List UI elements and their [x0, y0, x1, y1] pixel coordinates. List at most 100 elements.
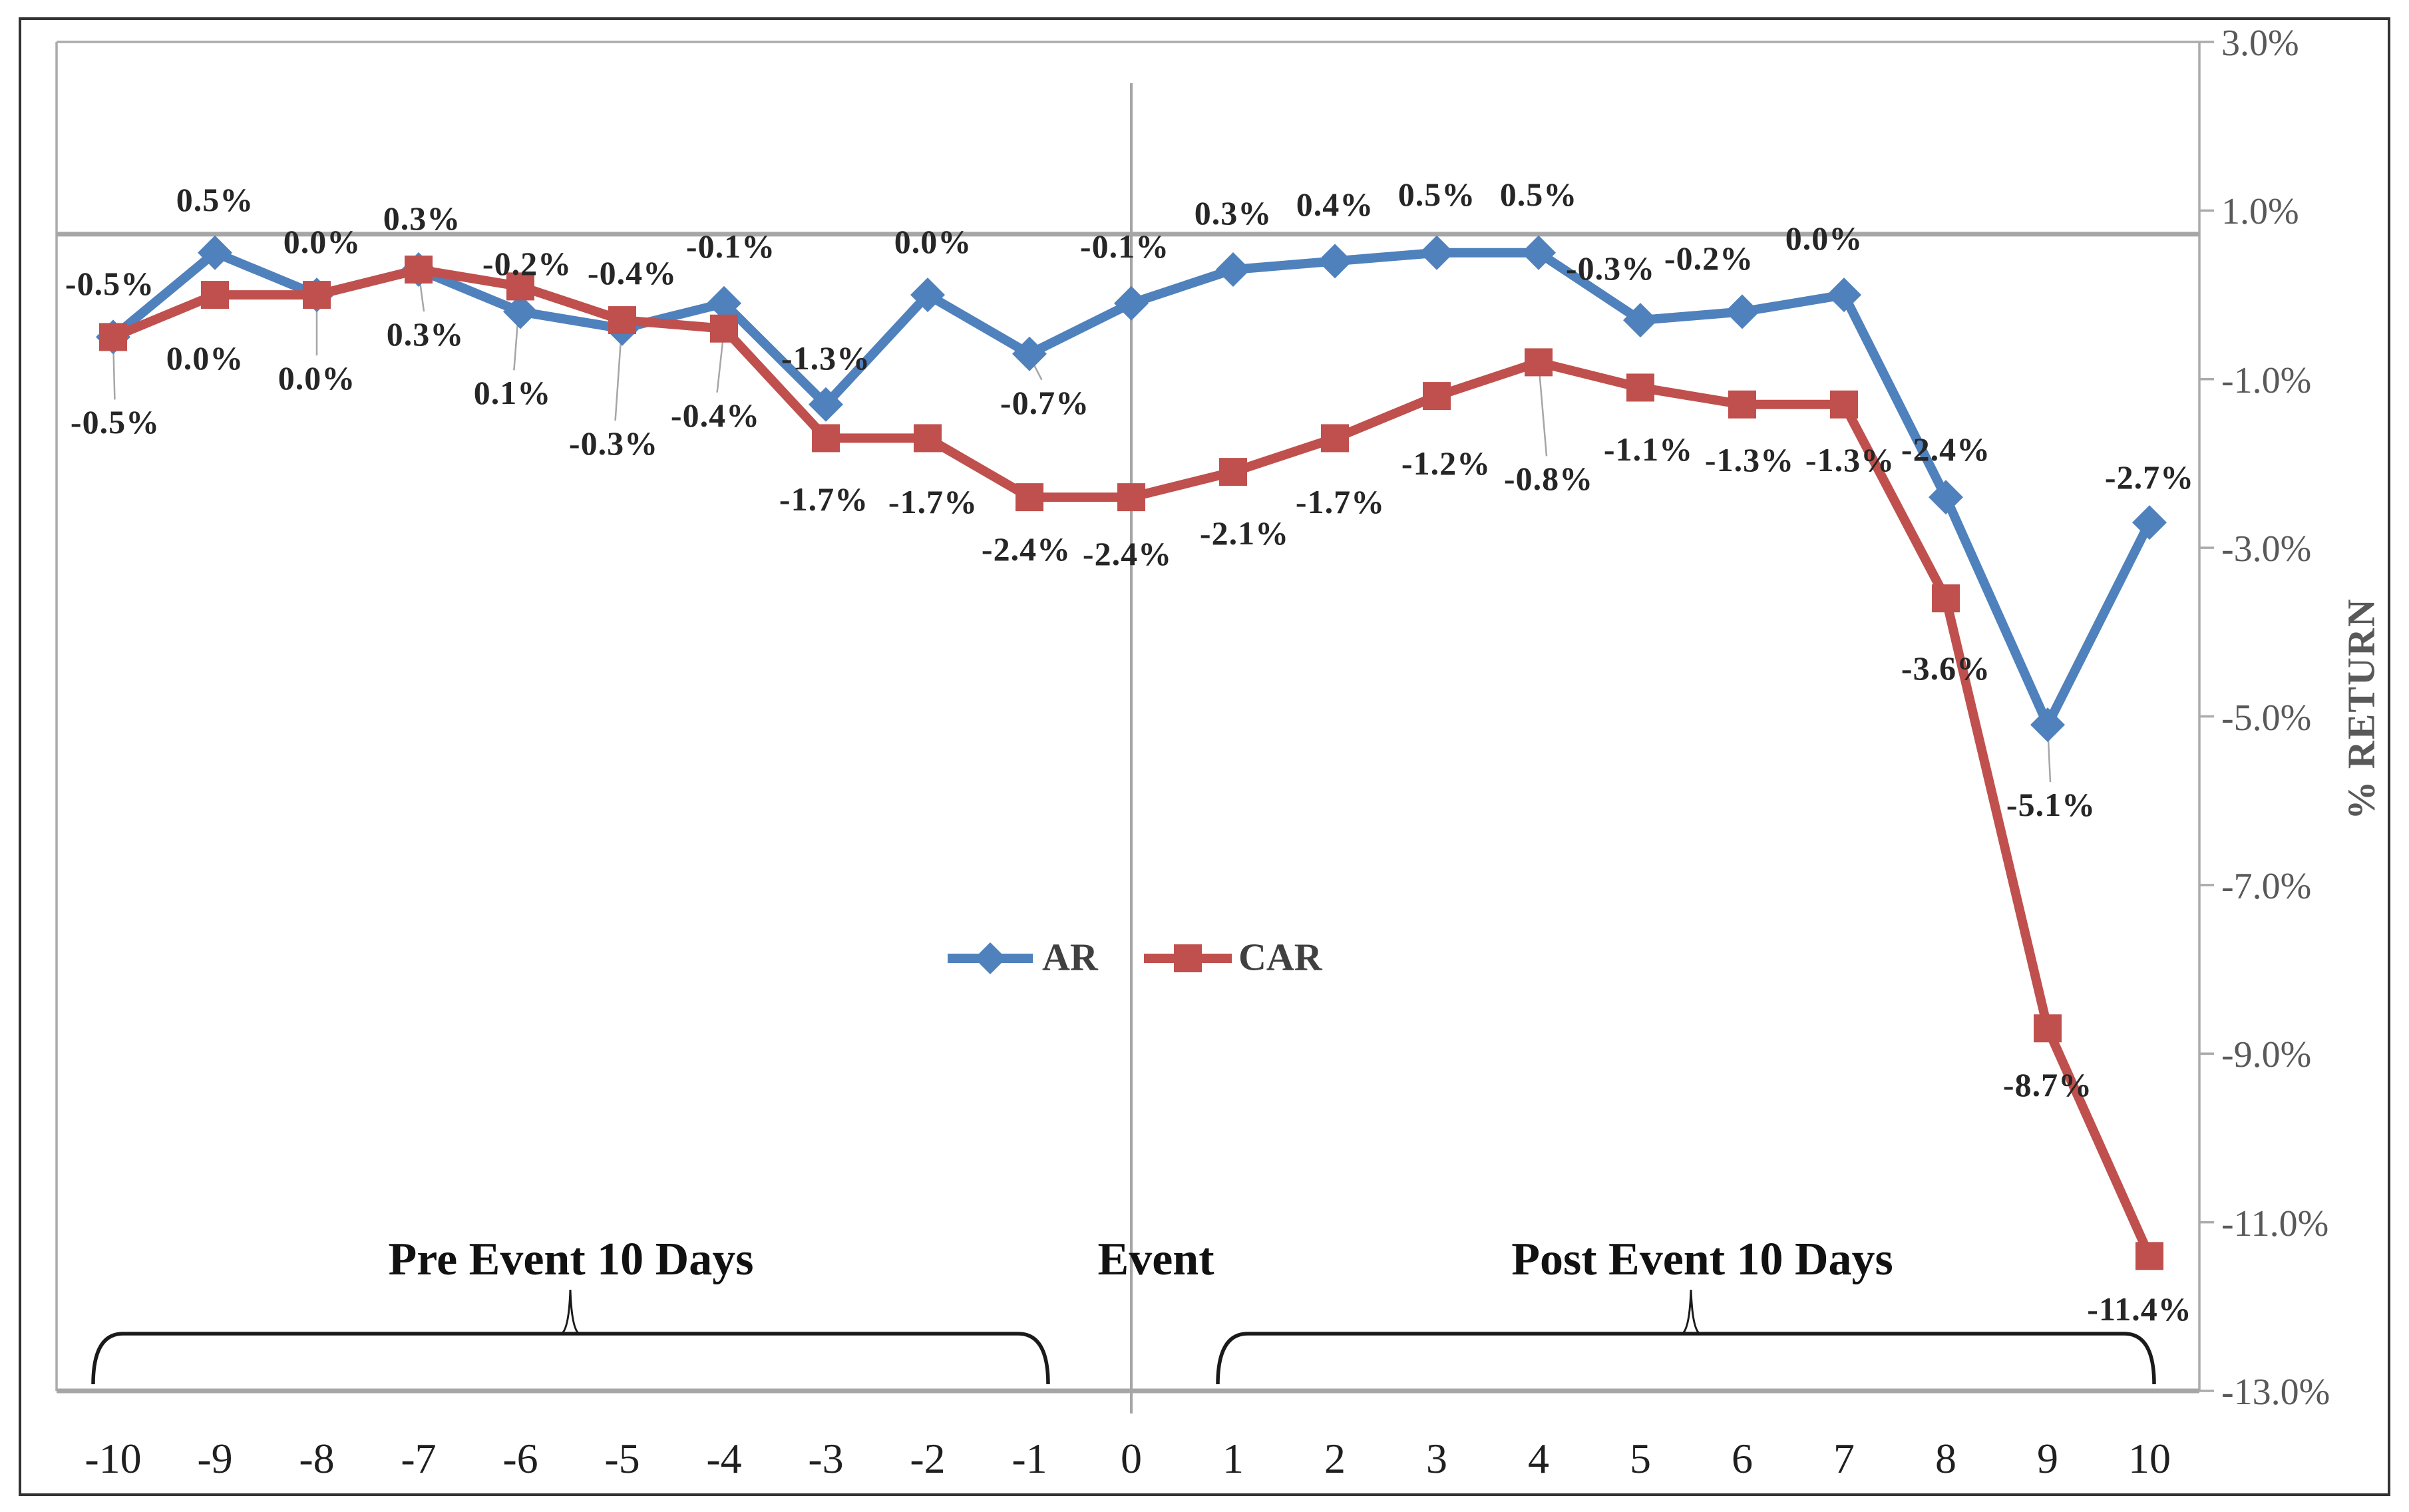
car-data-label: -8.7% — [2002, 1066, 2093, 1104]
ar-marker — [1725, 294, 1760, 329]
car-data-label: -1.7% — [779, 480, 869, 518]
ar-marker — [2132, 505, 2167, 540]
x-axis-tick-label: -5 — [604, 1435, 640, 1482]
car-marker — [405, 256, 433, 284]
ar-data-label: 0.0% — [1785, 220, 1863, 258]
car-data-label: -1.7% — [1295, 483, 1386, 521]
car-marker — [201, 281, 229, 309]
ar-marker — [1521, 235, 1556, 270]
car-data-label: -11.4% — [2087, 1290, 2192, 1328]
car-data-label: -0.3% — [568, 425, 659, 463]
data-label-leader — [1539, 376, 1548, 457]
x-axis-tick-label: -6 — [502, 1435, 538, 1482]
car-data-label: -0.5% — [70, 403, 160, 441]
ar-marker — [1827, 278, 1861, 313]
car-marker — [303, 281, 331, 309]
post-event-annotation: Post Event 10 Days — [1511, 1234, 1893, 1285]
event-annotation: Event — [1097, 1234, 1214, 1285]
y-axis-tick-label: -7.0% — [2221, 865, 2312, 907]
x-axis-tick-label: 4 — [1528, 1435, 1549, 1482]
car-data-label: -0.8% — [1503, 460, 1594, 498]
ar-data-label: -0.2% — [1664, 240, 1754, 278]
car-marker — [1423, 382, 1451, 411]
ar-marker — [198, 235, 232, 270]
ar-data-label: -0.7% — [1000, 383, 1090, 421]
car-marker — [812, 424, 840, 453]
x-axis-tick-label: 2 — [1324, 1435, 1346, 1482]
pre-event-brace-spike — [560, 1289, 580, 1335]
ar-data-label: 0.3% — [1194, 194, 1272, 232]
data-label-leader — [112, 347, 116, 400]
data-label-leader — [614, 335, 622, 421]
car-data-label: -2.4% — [981, 530, 1071, 568]
car-marker — [914, 424, 942, 453]
y-axis-tick-label: 1.0% — [2221, 191, 2299, 233]
ar-marker — [503, 294, 538, 329]
car-data-label: 0.0% — [278, 359, 356, 397]
ar-data-label: 0.3% — [383, 200, 461, 238]
car-marker — [1830, 390, 1858, 419]
car-data-label: 0.0% — [166, 339, 244, 377]
y-axis-tick-label: -5.0% — [2221, 697, 2312, 739]
ar-data-label: -2.4% — [1901, 431, 1991, 469]
car-marker — [1321, 424, 1349, 453]
car-marker — [2034, 1014, 2062, 1043]
ar-marker — [1929, 480, 1963, 515]
x-axis-tick-label: 6 — [1732, 1435, 1753, 1482]
ar-marker — [2030, 707, 2065, 743]
ar-marker — [809, 387, 843, 422]
x-axis-tick-label: 5 — [1630, 1435, 1651, 1482]
y-axis-tick-label: 3.0% — [2221, 23, 2299, 64]
ar-data-label: -5.1% — [2006, 786, 2096, 824]
car-data-label: -0.4% — [670, 396, 761, 434]
data-label-leader — [2047, 734, 2052, 783]
ar-marker — [910, 278, 945, 313]
x-axis-tick-label: -4 — [706, 1435, 742, 1482]
x-axis-tick-label: -9 — [197, 1435, 233, 1482]
car-data-label: -1.3% — [1805, 441, 1895, 478]
car-marker — [1728, 390, 1756, 419]
y-axis-title: % RETURN — [2339, 598, 2383, 820]
legend-ar-swatch-diamond-icon — [974, 942, 1006, 974]
x-axis-tick-label: -3 — [808, 1435, 844, 1482]
ar-marker — [1216, 252, 1250, 287]
x-axis-tick-label: 9 — [2037, 1435, 2058, 1482]
ar-marker — [707, 285, 741, 321]
ar-data-label: -0.2% — [482, 245, 572, 283]
y-axis-tick-label: -13.0% — [2221, 1372, 2330, 1413]
y-axis-tick-label: -9.0% — [2221, 1034, 2312, 1076]
post-event-brace — [1216, 1332, 2156, 1385]
car-marker — [1117, 483, 1145, 512]
car-data-label: -1.2% — [1401, 445, 1491, 482]
x-axis-tick-label: -2 — [910, 1435, 946, 1482]
ar-data-label: 0.5% — [176, 180, 254, 218]
car-marker — [1626, 373, 1654, 402]
ar-data-label: -1.3% — [781, 339, 871, 377]
pre-event-brace — [91, 1332, 1050, 1385]
x-axis-tick-label: 0 — [1121, 1435, 1142, 1482]
x-axis-tick-label: 7 — [1833, 1435, 1855, 1482]
ar-data-label: -0.1% — [685, 227, 776, 265]
car-data-label: -1.1% — [1603, 431, 1694, 469]
ar-marker — [1114, 285, 1149, 321]
x-axis-tick-label: 1 — [1222, 1435, 1244, 1482]
ar-data-label: -0.1% — [1079, 227, 1170, 265]
y-axis-tick-label: -3.0% — [2221, 528, 2312, 570]
car-marker — [1525, 348, 1553, 377]
x-axis-tick-label: -8 — [299, 1435, 335, 1482]
ar-data-label: -2.7% — [2104, 459, 2195, 496]
car-data-label: -1.3% — [1704, 441, 1795, 478]
y-axis-tick-label: -11.0% — [2221, 1203, 2329, 1244]
x-axis-tick-label: -1 — [1012, 1435, 1047, 1482]
car-marker — [1932, 584, 1960, 613]
car-data-label: -2.4% — [1082, 535, 1173, 573]
car-data-label: 0.3% — [386, 315, 464, 353]
car-marker — [99, 323, 127, 351]
ar-marker — [1318, 244, 1352, 279]
ar-marker — [1623, 303, 1658, 338]
x-axis-tick-label: 3 — [1426, 1435, 1447, 1482]
car-marker — [1219, 458, 1247, 486]
car-marker — [2135, 1242, 2163, 1270]
